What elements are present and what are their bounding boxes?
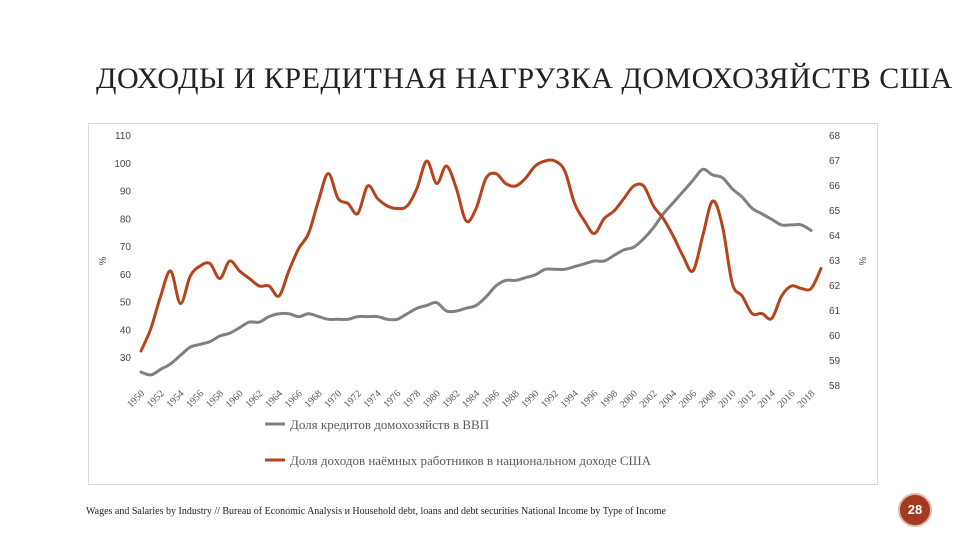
x-tick-label: 1986 [480,388,502,410]
left-tick-label: 40 [120,325,132,336]
x-axis-ticks: 1950195219541956195819601962196419661968… [125,388,817,410]
chart-frame: 30 40 50 60 70 80 90 100 110 58 59 60 61 62 63 64 65 66 6… [88,123,878,485]
x-tick-label: 1970 [322,388,344,410]
x-tick-label: 1956 [184,388,206,410]
x-tick-label: 1978 [401,388,423,410]
x-tick-label: 1988 [500,388,522,410]
series-lines [139,158,823,377]
slide-title: ДОХОДЫ И КРЕДИТНАЯ НАГРУЗКА ДОМОХОЗЯЙСТВ… [96,62,953,95]
x-tick-label: 1982 [441,388,463,410]
right-axis-ticks: 58 59 60 61 62 63 64 65 66 67 68 [829,131,841,392]
y-axis-label-right: % [856,257,867,266]
right-tick-label: 65 [829,206,841,217]
source-note: Wages and Salaries by Industry // Bureau… [86,506,666,517]
page-number-badge: 28 [898,493,932,527]
x-tick-label: 1952 [145,388,167,410]
x-tick-label: 2018 [795,388,817,410]
x-tick-label: 1980 [421,388,443,410]
x-tick-label: 1974 [362,388,384,410]
right-tick-label: 63 [829,256,841,267]
x-tick-label: 1994 [559,388,581,410]
x-tick-label: 2012 [736,388,758,410]
x-tick-label: 1964 [263,388,285,410]
right-tick-label: 59 [829,356,841,367]
x-tick-label: 1958 [204,388,226,410]
right-tick-label: 67 [829,156,841,167]
x-tick-label: 2010 [717,388,739,410]
x-tick-label: 2006 [677,388,699,410]
legend: Доля кредитов домохозяйств в ВВП Доля дох… [265,417,652,468]
legend-label-2: Доля доходов наёмных работников в национ… [290,453,652,468]
right-tick-label: 64 [829,231,841,242]
left-tick-label: 100 [114,159,131,170]
left-tick-label: 70 [120,242,132,253]
x-tick-label: 1992 [539,388,561,410]
right-tick-label: 60 [829,331,841,342]
x-tick-label: 1984 [460,388,482,410]
x-tick-label: 1990 [519,388,541,410]
series-line-2 [139,158,823,353]
x-tick-label: 2014 [756,388,778,410]
left-tick-label: 80 [120,214,132,225]
x-tick-label: 2002 [638,388,660,410]
left-tick-label: 110 [115,131,131,142]
left-tick-label: 50 [120,298,132,309]
left-tick-label: 90 [120,187,132,198]
x-tick-label: 1968 [303,388,325,410]
right-tick-label: 68 [829,131,841,142]
x-tick-label: 2016 [776,388,798,410]
y-axis-label-left: % [98,256,109,265]
x-tick-label: 2000 [618,388,640,410]
x-tick-label: 1966 [283,388,305,410]
x-tick-label: 1998 [598,388,620,410]
x-tick-label: 2004 [657,388,679,410]
right-tick-label: 58 [829,381,841,392]
left-axis-ticks: 30 40 50 60 70 80 90 100 110 [114,131,131,364]
legend-label-1: Доля кредитов домохозяйств в ВВП [290,417,489,432]
x-tick-label: 1972 [342,388,364,410]
x-tick-label: 1960 [224,388,246,410]
x-tick-label: 2008 [697,388,719,410]
series-line-1 [139,167,813,377]
line-chart: 30 40 50 60 70 80 90 100 110 58 59 60 61 62 63 64 65 66 6… [98,131,867,468]
right-tick-label: 62 [829,281,841,292]
x-tick-label: 1962 [243,388,265,410]
right-tick-label: 61 [829,306,841,317]
left-tick-label: 30 [120,353,132,364]
left-tick-label: 60 [120,270,132,281]
x-tick-label: 1954 [165,388,187,410]
x-tick-label: 1996 [579,388,601,410]
x-tick-label: 1950 [125,388,147,410]
right-tick-label: 66 [829,181,841,192]
x-tick-label: 1976 [381,388,403,410]
